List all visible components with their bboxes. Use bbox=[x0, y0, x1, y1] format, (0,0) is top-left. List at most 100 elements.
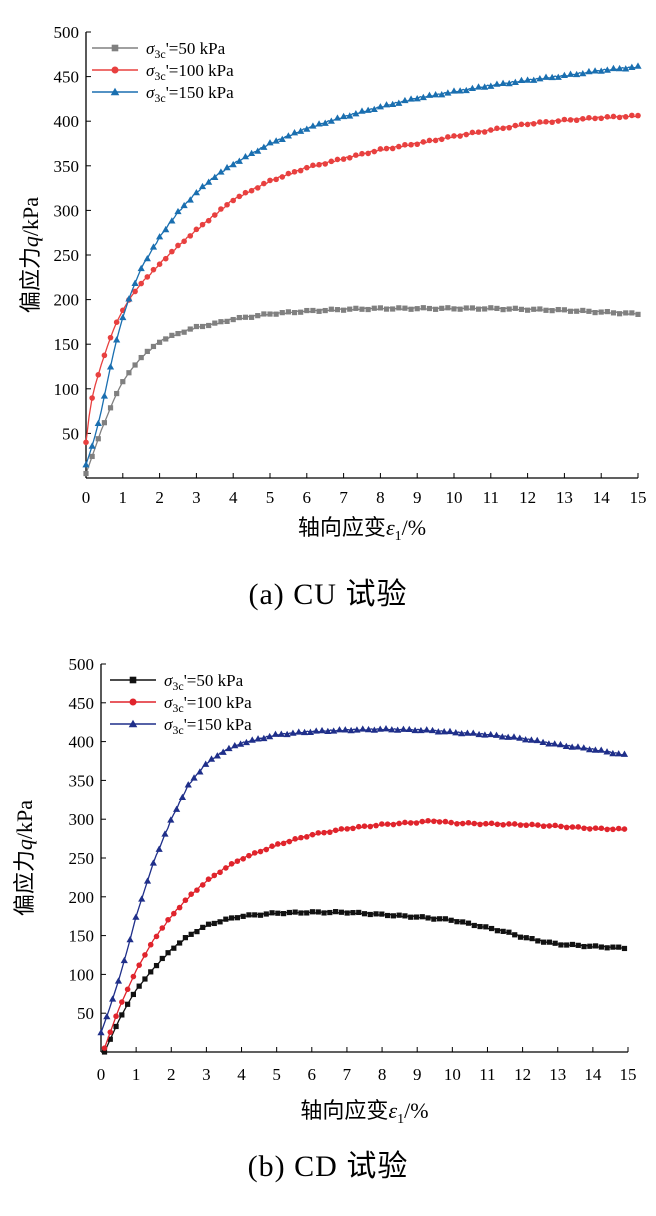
cu-series-3-point bbox=[554, 73, 562, 80]
cd-series-3-point bbox=[603, 748, 611, 755]
cd-series-3-point bbox=[190, 774, 198, 781]
cd-series-2-point bbox=[280, 840, 287, 847]
cu-series-3-point bbox=[505, 79, 513, 87]
cd-series-2-point bbox=[199, 882, 206, 888]
cu-series-2-point bbox=[181, 238, 187, 245]
cu-series-1-point bbox=[402, 305, 408, 311]
cd-series-2-point bbox=[286, 838, 293, 845]
cu-series-3-point bbox=[346, 112, 354, 119]
cd-series-3-point bbox=[405, 725, 413, 733]
cu-series-3-point bbox=[579, 69, 587, 77]
cu-series-2-point bbox=[175, 242, 181, 249]
cu-series-1-point bbox=[224, 318, 230, 324]
cd-series-1-point bbox=[171, 945, 177, 951]
cd-x-tick-label: 14 bbox=[584, 1065, 602, 1084]
cd-series-3-point bbox=[109, 995, 117, 1002]
cu-series-3-point bbox=[560, 71, 568, 79]
cd-series-3-point bbox=[504, 733, 512, 740]
cu-series-3-point bbox=[444, 89, 452, 96]
cd-series-1-point bbox=[269, 910, 275, 916]
cd-series-2-point bbox=[315, 830, 322, 836]
cd-series-1-point bbox=[292, 909, 298, 915]
cu-x-tick-label: 8 bbox=[376, 488, 385, 507]
cd-series-2-point bbox=[540, 823, 547, 830]
cu-series-2-point bbox=[218, 206, 224, 212]
cu-series-3-point bbox=[327, 117, 335, 124]
cu-series-1-point bbox=[236, 314, 242, 321]
cu-series-1-point bbox=[255, 313, 261, 319]
cd-series-2-point bbox=[182, 897, 189, 904]
cd-series-3-point bbox=[306, 728, 314, 735]
cd-series-2-point bbox=[402, 819, 408, 826]
cu-x-tick-label: 11 bbox=[483, 488, 499, 507]
cd-y-tick-label: 400 bbox=[69, 733, 95, 752]
cu-x-tick-label: 2 bbox=[155, 488, 164, 507]
cd-series-2-point bbox=[292, 836, 298, 842]
cu-series-2-point bbox=[586, 114, 592, 121]
cu-series-2-point bbox=[359, 150, 365, 157]
cu-series-3-point bbox=[137, 264, 145, 272]
cu-series-1-point bbox=[120, 379, 126, 385]
cd-series-3-point bbox=[126, 935, 134, 943]
cu-series-2-point bbox=[573, 117, 580, 124]
cd-series-2-point bbox=[355, 823, 362, 830]
cd-series-2-point bbox=[275, 841, 281, 847]
cu-series-1-point bbox=[482, 306, 488, 312]
cu-series-3-point bbox=[493, 80, 501, 87]
cu-legend-marker-2 bbox=[111, 66, 119, 74]
cu-y-tick-label: 300 bbox=[54, 201, 80, 220]
cu-series-3-point bbox=[266, 139, 274, 146]
cu-series-2-point bbox=[635, 112, 641, 119]
cu-series-3-point bbox=[168, 217, 176, 224]
cu-series-3-point bbox=[481, 83, 489, 90]
cu-series-3-point bbox=[401, 96, 409, 104]
cu-legend-marker-1 bbox=[111, 44, 119, 52]
cd-series-2-point bbox=[176, 904, 183, 911]
cu-series-2-point bbox=[273, 176, 279, 183]
cd-series-3-point bbox=[300, 728, 309, 736]
cd-series-3-point bbox=[423, 726, 431, 733]
cu-series-3-point bbox=[88, 442, 96, 449]
cd-series-3-point bbox=[376, 725, 384, 732]
cu-series-3-point bbox=[432, 91, 440, 98]
cd-series-3-point bbox=[260, 734, 268, 742]
cd-series-1-point bbox=[500, 928, 506, 934]
cd-series-2-point bbox=[124, 986, 131, 993]
cd-series-2-point bbox=[130, 973, 137, 980]
cu-series-3-point bbox=[303, 125, 311, 132]
cu-series-3-point bbox=[389, 100, 397, 108]
cu-series-1-point bbox=[420, 305, 426, 311]
cd-series-1-point bbox=[621, 945, 628, 952]
cd-x-tick-label: 8 bbox=[378, 1065, 387, 1084]
cu-series-2-point bbox=[328, 158, 335, 165]
cu-series-3-point bbox=[333, 114, 342, 121]
cu-series-2-point bbox=[132, 288, 138, 295]
cd-series-3-point bbox=[330, 727, 338, 734]
cu-series-2-point bbox=[371, 148, 378, 155]
cu-series-1-point bbox=[408, 306, 414, 312]
cd-x-tick-label: 4 bbox=[237, 1065, 246, 1084]
cd-series-3-point bbox=[620, 750, 629, 757]
cu-series-2-point bbox=[512, 122, 519, 129]
cd-series-2-point bbox=[234, 858, 241, 864]
cu-series-2-point bbox=[212, 212, 218, 218]
cd-series-3-point bbox=[568, 743, 576, 750]
cd-series-2-point bbox=[436, 819, 443, 825]
cu-y-tick-label: 500 bbox=[54, 23, 80, 42]
cu-x-tick-label: 14 bbox=[593, 488, 611, 507]
cd-series-2-point bbox=[598, 825, 605, 832]
cd-series-3-point bbox=[516, 734, 524, 741]
cu-series-1-point bbox=[95, 436, 101, 442]
cu-series-1-point bbox=[144, 348, 150, 355]
cu-series-2-point bbox=[193, 226, 200, 233]
cd-series-3-point bbox=[295, 728, 303, 735]
cd-series-3-point bbox=[103, 1012, 111, 1020]
cd-series-1-point bbox=[592, 943, 599, 949]
cd-legend-label-3: σ3c'=150 kPa bbox=[164, 715, 252, 737]
cu-series-2-point bbox=[377, 146, 384, 152]
cd-series-3-point bbox=[533, 736, 541, 744]
cd-series-2-point bbox=[136, 962, 142, 968]
cd-series-1-point bbox=[257, 912, 264, 918]
cu-series-1-point bbox=[298, 309, 304, 315]
